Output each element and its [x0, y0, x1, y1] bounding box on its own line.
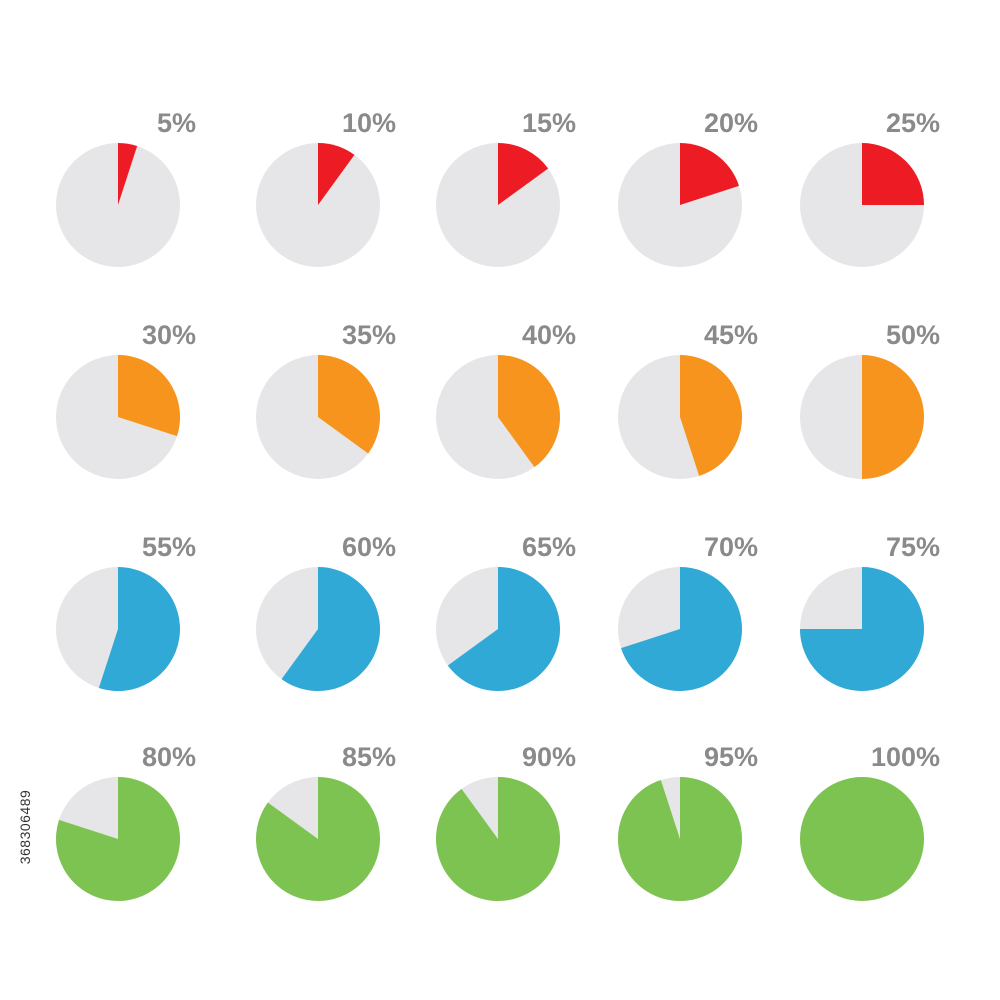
pie-5: 5%	[56, 108, 196, 267]
pie-100: 100%	[800, 742, 940, 901]
pie-10: 10%	[256, 108, 396, 267]
pie-80: 80%	[55, 742, 196, 901]
pie-label: 35%	[342, 320, 396, 350]
pie-slice	[498, 143, 549, 205]
pie-slice	[617, 777, 742, 902]
pie-slice	[318, 355, 380, 454]
pie-label: 95%	[704, 742, 758, 772]
pie-slice	[800, 567, 924, 691]
pie-45: 45%	[618, 320, 758, 479]
pie-label: 90%	[522, 742, 576, 772]
pie-slice	[318, 143, 355, 205]
stock-id-label: 368306489	[17, 757, 33, 897]
pie-25: 25%	[800, 108, 940, 267]
pie-label: 20%	[704, 108, 758, 138]
pie-70: 70%	[618, 532, 758, 691]
pie-40: 40%	[436, 320, 576, 479]
pie-slice	[862, 143, 924, 205]
pie-90: 90%	[436, 742, 576, 901]
pie-15: 15%	[436, 108, 576, 267]
pie-label: 80%	[142, 742, 196, 772]
pie-slice	[680, 143, 739, 205]
pie-label: 30%	[142, 320, 196, 350]
pie-slice	[621, 567, 742, 691]
pie-label: 5%	[157, 108, 196, 138]
pie-slice	[436, 777, 561, 901]
pie-30: 30%	[56, 320, 196, 479]
pie-slice	[118, 355, 181, 437]
pie-slice	[800, 777, 924, 901]
stock-id-text: 368306489	[17, 789, 33, 865]
pie-60: 60%	[256, 532, 396, 691]
pie-slice	[118, 143, 138, 205]
pie-35: 35%	[256, 320, 396, 479]
pie-55: 55%	[56, 532, 196, 691]
pie-label: 65%	[522, 532, 576, 562]
pie-label: 10%	[342, 108, 396, 138]
pie-label: 60%	[342, 532, 396, 562]
pie-slice	[862, 355, 924, 479]
pie-slice	[498, 355, 560, 468]
pie-label: 25%	[886, 108, 940, 138]
pie-label: 55%	[142, 532, 196, 562]
pie-slice	[55, 777, 180, 901]
pie-label: 85%	[342, 742, 396, 772]
pie-label: 50%	[886, 320, 940, 350]
pie-50: 50%	[800, 320, 940, 479]
pie-slice	[680, 355, 743, 476]
pie-label: 40%	[522, 320, 576, 350]
pie-label: 15%	[522, 108, 576, 138]
pie-label: 70%	[704, 532, 758, 562]
pie-slice	[98, 567, 180, 691]
pie-slice	[256, 777, 381, 901]
pie-label: 45%	[704, 320, 758, 350]
pie-slice	[281, 567, 381, 691]
pie-85: 85%	[256, 742, 396, 901]
pie-65: 65%	[436, 532, 576, 691]
pie-slice	[447, 567, 561, 691]
pie-75: 75%	[800, 532, 940, 691]
pie-label: 100%	[871, 742, 940, 772]
pie-95: 95%	[617, 742, 758, 902]
pie-20: 20%	[618, 108, 758, 267]
pie-label: 75%	[886, 532, 940, 562]
